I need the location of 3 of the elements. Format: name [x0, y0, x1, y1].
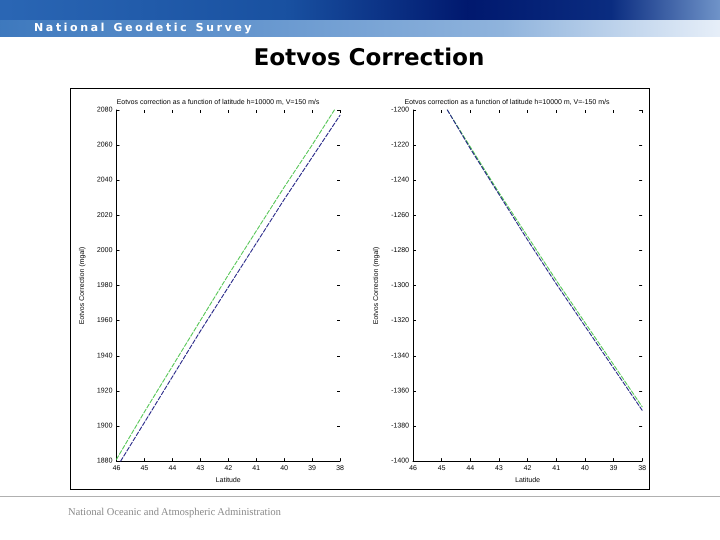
text: Eotvos Correction — [252, 45, 486, 71]
text: National Geodetic Survey — [34, 21, 254, 34]
text: National Oceanic and Atmospheric Administration — [68, 507, 281, 518]
